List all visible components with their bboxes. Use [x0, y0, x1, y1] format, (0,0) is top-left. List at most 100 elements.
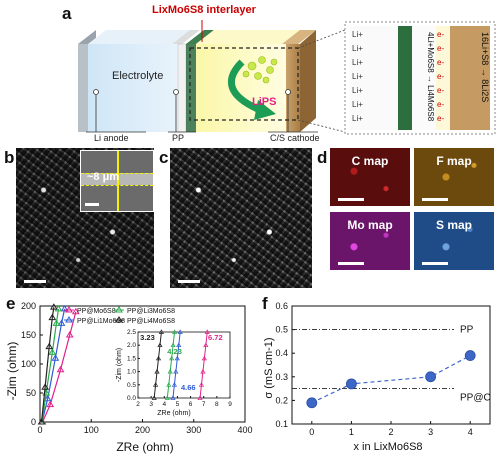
reference-label: PP@C: [460, 393, 491, 404]
inset-marker: [155, 355, 162, 361]
legend-label: PP@Li4Mo6S8: [127, 318, 175, 325]
inset-marker: [200, 368, 206, 374]
reaction-right: 16Li+S8 → 8Li2S: [480, 32, 490, 103]
map-label-f: F map: [436, 154, 472, 168]
conductivity-chart: σ (mS cm-1) x in LixMo6S8 0 1 2 3 4 0.1 0.2 0.3…: [263, 301, 491, 453]
inset-marker: [197, 395, 203, 400]
inset-marker: [158, 329, 164, 334]
x-tick-label-e: 400: [237, 425, 252, 435]
conductivity-point: [346, 378, 357, 390]
x-tick-label-f: 2: [388, 427, 393, 437]
electron-label: e-: [437, 86, 445, 95]
map-label-c: C map: [351, 154, 389, 168]
nyquist-marker: [45, 342, 54, 350]
x-tick-label-f: 4: [468, 427, 473, 437]
inset-marker: [198, 382, 205, 387]
c-map: C map: [330, 148, 410, 206]
nyquist-marker: [57, 319, 66, 326]
y-tick-label-e: 50: [26, 388, 36, 398]
nyquist-marker: [60, 304, 69, 312]
inset-marker: [170, 342, 176, 348]
electron-label: e-: [437, 100, 445, 109]
ion-label: Li+: [352, 30, 363, 39]
f-map: F map: [414, 148, 494, 206]
y-tick-label-e: 0: [31, 417, 36, 427]
inset-x-tick-label: 5: [176, 401, 180, 408]
x-tick-label-e: 100: [84, 425, 99, 435]
inset-x-tick-label: 7: [202, 401, 206, 408]
electrolyte-region: [88, 44, 178, 132]
scale-bar-b: [24, 280, 46, 283]
electron-label: e-: [437, 72, 445, 81]
inset-marker: [171, 329, 178, 334]
inset-frame: [137, 331, 231, 399]
inset-marker: [170, 395, 176, 400]
nyquist-marker: [65, 331, 74, 338]
legend-label: PP@Li3Mo6S8: [127, 308, 175, 315]
conductivity-point: [306, 397, 318, 409]
x-tick-label-f: 0: [309, 427, 314, 437]
intercept-label: 4.23: [167, 347, 182, 356]
lips-label: LiPS: [252, 96, 277, 108]
nyquist-marker: [56, 365, 65, 373]
lips-particles: [242, 56, 278, 84]
inset-marker: [169, 355, 175, 361]
conductivity-line: [311, 355, 471, 404]
inset-y-tick-label: 0.5: [127, 382, 136, 389]
electron-label: e-: [437, 30, 445, 39]
inset-x-tick-label: 3: [149, 401, 153, 408]
y-tick-label-e: 200: [21, 301, 36, 311]
inset-x-tick-label: 9: [228, 401, 232, 408]
map-label-s: S map: [435, 218, 472, 232]
blocking-arrow: [228, 59, 262, 114]
y-tick-label-f: 0.1: [275, 419, 288, 429]
ion-column: Li+ Li+ Li+ Li+ Li+ Li+ Li+: [352, 30, 398, 128]
y-tick-label-f: 0.2: [275, 395, 288, 405]
inset-marker: [203, 342, 209, 348]
inset-marker: [153, 382, 159, 387]
mo-map: Mo map: [330, 212, 410, 270]
x-tick-label-e: 300: [186, 425, 201, 435]
li-anode-label: Li anode: [94, 133, 129, 143]
inset-marker: [173, 368, 179, 374]
conductivity-point: [425, 371, 437, 383]
chart-e-xlabel: ZRe (ohm): [116, 440, 173, 454]
y-tick-label-f: 0.4: [275, 348, 288, 358]
panel-letter-a: a: [62, 4, 72, 23]
s-map: S map: [414, 212, 494, 270]
x-tick-label-f: 3: [428, 427, 433, 437]
inset-x-tick-label: 2: [136, 401, 140, 408]
legend-marker: [65, 306, 73, 313]
inset-y-tick-label: 2.0: [127, 342, 136, 349]
zoom-box: [189, 47, 299, 121]
inset-marker: [201, 355, 207, 361]
legend-marker: [115, 306, 123, 313]
nyquist-marker: [48, 313, 57, 321]
legend-label: PP@Mo6S8: [77, 308, 116, 315]
nyquist-marker: [49, 303, 58, 310]
inset-y-tick-label: 0.0: [127, 395, 136, 402]
inset-marker: [174, 355, 180, 361]
nyquist-marker: [37, 418, 46, 425]
x-tick-label-e: 0: [37, 425, 42, 435]
ion-label: Li+: [352, 100, 363, 109]
intercept-label: 4.66: [181, 383, 196, 392]
inset-xlabel: ZRe (ohm): [157, 410, 190, 417]
y-tick-label-f: 0.6: [275, 301, 288, 311]
sem-image-c: [170, 148, 312, 288]
inset-x-tick-label: 4: [162, 401, 166, 408]
electron-label: e-: [437, 58, 445, 67]
panel-letter-e: e: [6, 294, 16, 313]
inset-y-tick-label: 1.0: [127, 369, 136, 376]
ion-label: Li+: [352, 44, 363, 53]
y-tick-label-e: 150: [21, 330, 36, 340]
nyquist-marker: [51, 354, 60, 361]
pp-separator: [177, 43, 187, 133]
nyquist-marker: [52, 319, 61, 326]
reference-label: PP: [460, 325, 474, 336]
nyquist-marker: [46, 400, 55, 408]
intercept-label: 6.72: [208, 333, 223, 342]
ion-label: Li+: [352, 58, 363, 67]
legend-marker: [65, 316, 73, 323]
x-tick-label-f: 1: [349, 427, 354, 437]
